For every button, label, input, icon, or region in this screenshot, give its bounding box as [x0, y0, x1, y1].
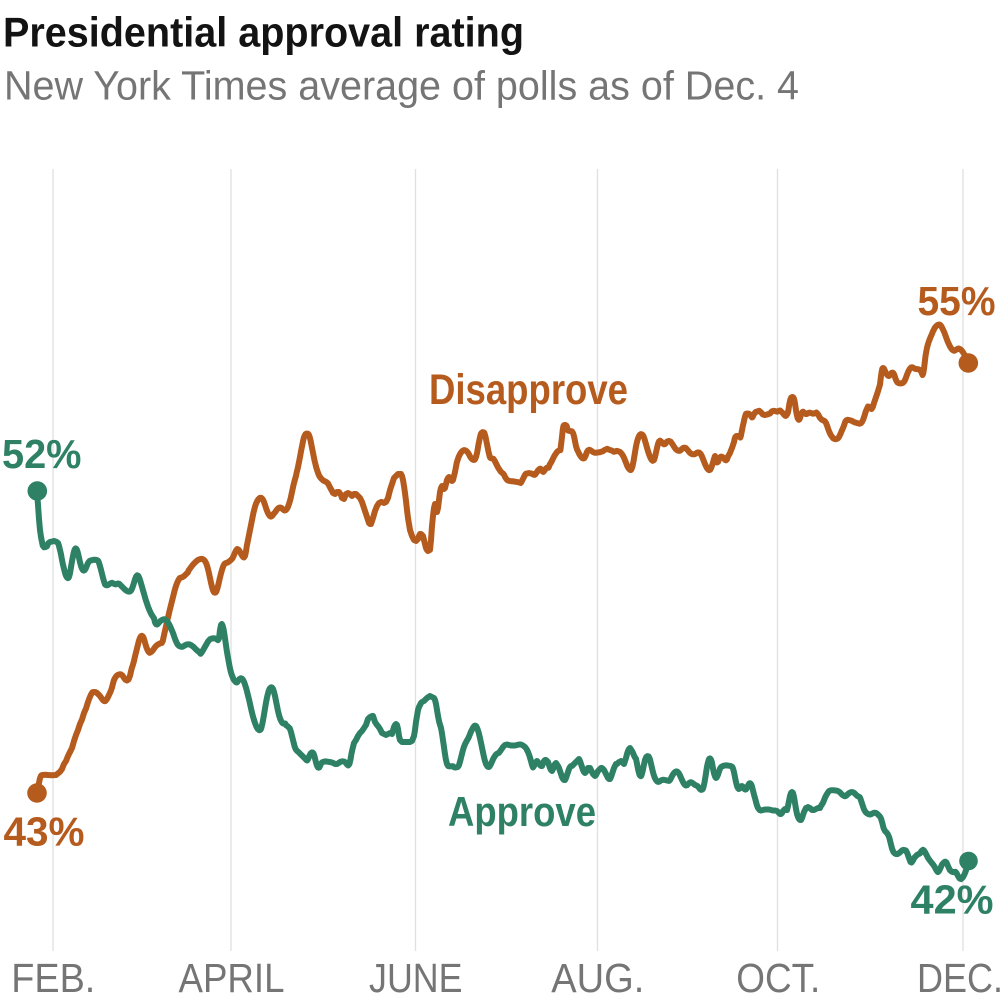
svg-text:FEB.: FEB.: [11, 955, 95, 1000]
svg-text:JUNE: JUNE: [369, 955, 463, 1000]
svg-text:42%: 42%: [911, 877, 994, 923]
svg-text:OCT.: OCT.: [736, 955, 820, 1000]
svg-text:Presidential approval rating: Presidential approval rating: [3, 9, 524, 56]
svg-text:APRIL: APRIL: [179, 955, 285, 1000]
svg-text:DEC.: DEC.: [917, 955, 1000, 1000]
svg-text:Disapprove: Disapprove: [429, 367, 628, 414]
svg-text:Approve: Approve: [448, 788, 596, 835]
svg-text:55%: 55%: [918, 278, 996, 324]
svg-text:AUG.: AUG.: [551, 955, 644, 1000]
svg-text:52%: 52%: [2, 431, 82, 477]
svg-text:New York Times average of poll: New York Times average of polls as of De…: [4, 63, 799, 109]
svg-text:43%: 43%: [4, 809, 85, 855]
